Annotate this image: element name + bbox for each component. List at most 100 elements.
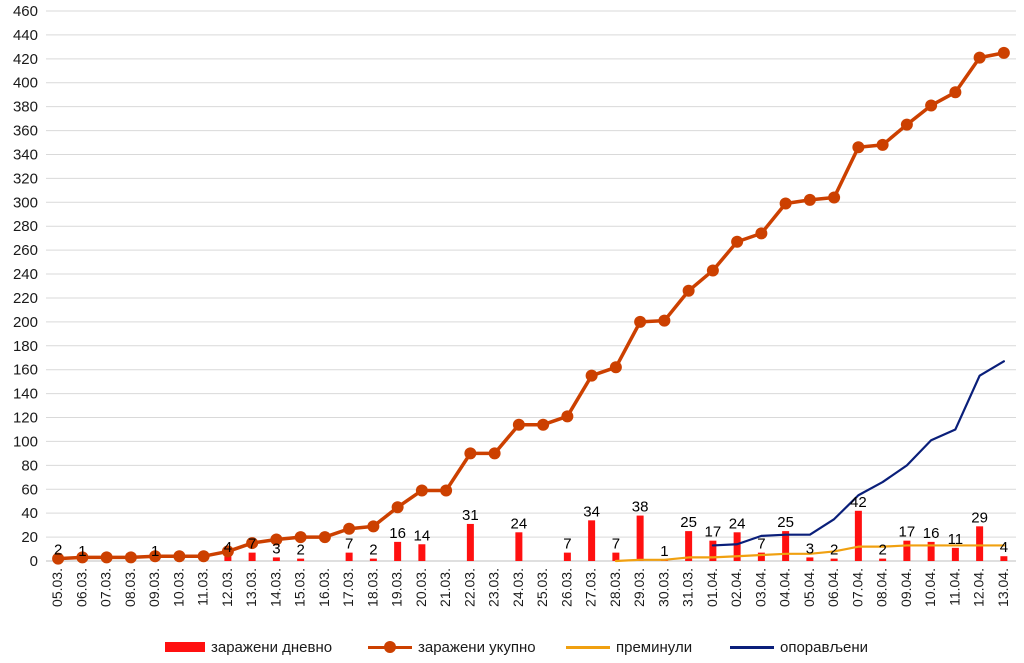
x-tick-label: 06.03. (73, 568, 89, 607)
x-tick-label: 29.03. (631, 568, 647, 607)
total-marker (221, 545, 234, 558)
bar (588, 520, 596, 561)
total-marker (949, 86, 962, 99)
x-tick-label: 06.04. (825, 568, 841, 607)
total-marker (852, 141, 865, 154)
x-tick-label: 08.03. (122, 568, 138, 607)
total-marker (706, 264, 719, 277)
total-marker (925, 99, 938, 112)
y-tick-label: 460 (13, 3, 38, 20)
bar-value-label: 2 (878, 542, 886, 559)
bar (345, 552, 353, 561)
total-marker (779, 197, 792, 210)
x-tick-label: 03.04. (752, 568, 768, 607)
y-tick-label: 420 (13, 51, 38, 68)
bar-value-label: 11 (948, 531, 964, 548)
bar-value-label: 25 (777, 514, 794, 531)
total-marker (512, 418, 525, 431)
x-tick-label: 20.03. (413, 568, 429, 607)
total-marker (561, 410, 574, 423)
legend-item-recovered: опорављени (730, 636, 868, 658)
total-marker (246, 537, 259, 550)
y-tick-label: 380 (13, 99, 38, 116)
x-tick-label: 01.04. (704, 568, 720, 607)
x-tick-label: 17.03. (340, 568, 356, 607)
total-marker (318, 531, 331, 544)
series-lines (52, 46, 1010, 565)
bar (394, 541, 402, 561)
bar-value-label: 3 (806, 540, 814, 557)
bar-value-label: 25 (680, 514, 697, 531)
bar-value-label: 17 (899, 524, 916, 541)
x-tick-label: 15.03. (292, 568, 308, 607)
bar-value-label: 1 (660, 543, 668, 560)
legend-swatch-daily (165, 642, 205, 652)
bar (369, 558, 377, 561)
x-tick-label: 18.03. (364, 568, 380, 607)
total-marker (997, 46, 1010, 59)
bar (830, 558, 838, 561)
bar-value-label: 38 (632, 499, 649, 516)
bar (951, 547, 959, 561)
x-tick-label: 24.03. (510, 568, 526, 607)
total-marker (634, 315, 647, 328)
bar (782, 531, 790, 561)
deceased-line (614, 544, 1005, 563)
total-marker (900, 118, 913, 131)
total-marker (828, 191, 841, 204)
x-tick-label: 05.03. (49, 568, 65, 607)
bar (757, 552, 765, 561)
legend-item-total: заражени укупно (368, 636, 536, 658)
y-tick-label: 100 (13, 433, 38, 450)
bar-value-label: 34 (583, 503, 600, 520)
y-tick-label: 80 (21, 457, 38, 474)
legend-label-recovered: опорављени (780, 638, 869, 656)
legend-swatch-recovered (730, 641, 774, 653)
total-marker (973, 51, 986, 64)
x-tick-label: 10.03. (170, 568, 186, 607)
x-tick-label: 26.03. (558, 568, 574, 607)
total-marker (415, 484, 428, 497)
total-marker (294, 531, 307, 544)
total-marker (440, 484, 453, 497)
total-marker (343, 522, 356, 535)
x-tick-label: 13.04. (995, 568, 1011, 607)
x-tick-label: 21.03. (437, 568, 453, 607)
total-marker (731, 235, 744, 248)
x-tick-label: 11.04. (946, 568, 962, 606)
total-marker (391, 501, 404, 514)
bar-value-label: 3 (272, 540, 280, 557)
total-marker (755, 227, 768, 240)
y-tick-label: 300 (13, 194, 38, 211)
bar (903, 540, 911, 561)
bar-value-label: 7 (248, 536, 256, 553)
total-marker (658, 314, 671, 327)
bar (563, 552, 571, 561)
bar-value-label: 16 (389, 525, 406, 542)
bar-value-label: 17 (705, 524, 722, 541)
x-tick-label: 25.03. (534, 568, 550, 607)
y-tick-label: 140 (13, 386, 38, 403)
x-tick-label: 19.03. (389, 568, 405, 607)
legend: заражени дневно заражени укупно преминул… (0, 636, 1024, 660)
bar (854, 510, 862, 561)
gridlines (46, 10, 1016, 562)
legend-swatch-total (368, 641, 412, 653)
bar (418, 544, 426, 561)
legend-label-total: заражени укупно (418, 638, 536, 656)
legend-item-daily: заражени дневно (165, 636, 332, 658)
y-tick-label: 0 (30, 553, 38, 570)
x-tick-label: 07.04. (849, 568, 865, 607)
x-tick-label: 09.03. (146, 568, 162, 607)
total-marker (682, 284, 695, 297)
y-tick-label: 320 (13, 170, 38, 187)
bar (879, 558, 887, 561)
x-tick-label: 23.03. (486, 568, 502, 607)
total-marker (803, 193, 816, 206)
x-tick-label: 12.03. (219, 568, 235, 607)
y-tick-label: 60 (21, 481, 38, 498)
bar (515, 532, 523, 561)
x-tick-label: 07.03. (98, 568, 114, 607)
y-tick-label: 280 (13, 218, 38, 235)
y-tick-label: 160 (13, 362, 38, 379)
